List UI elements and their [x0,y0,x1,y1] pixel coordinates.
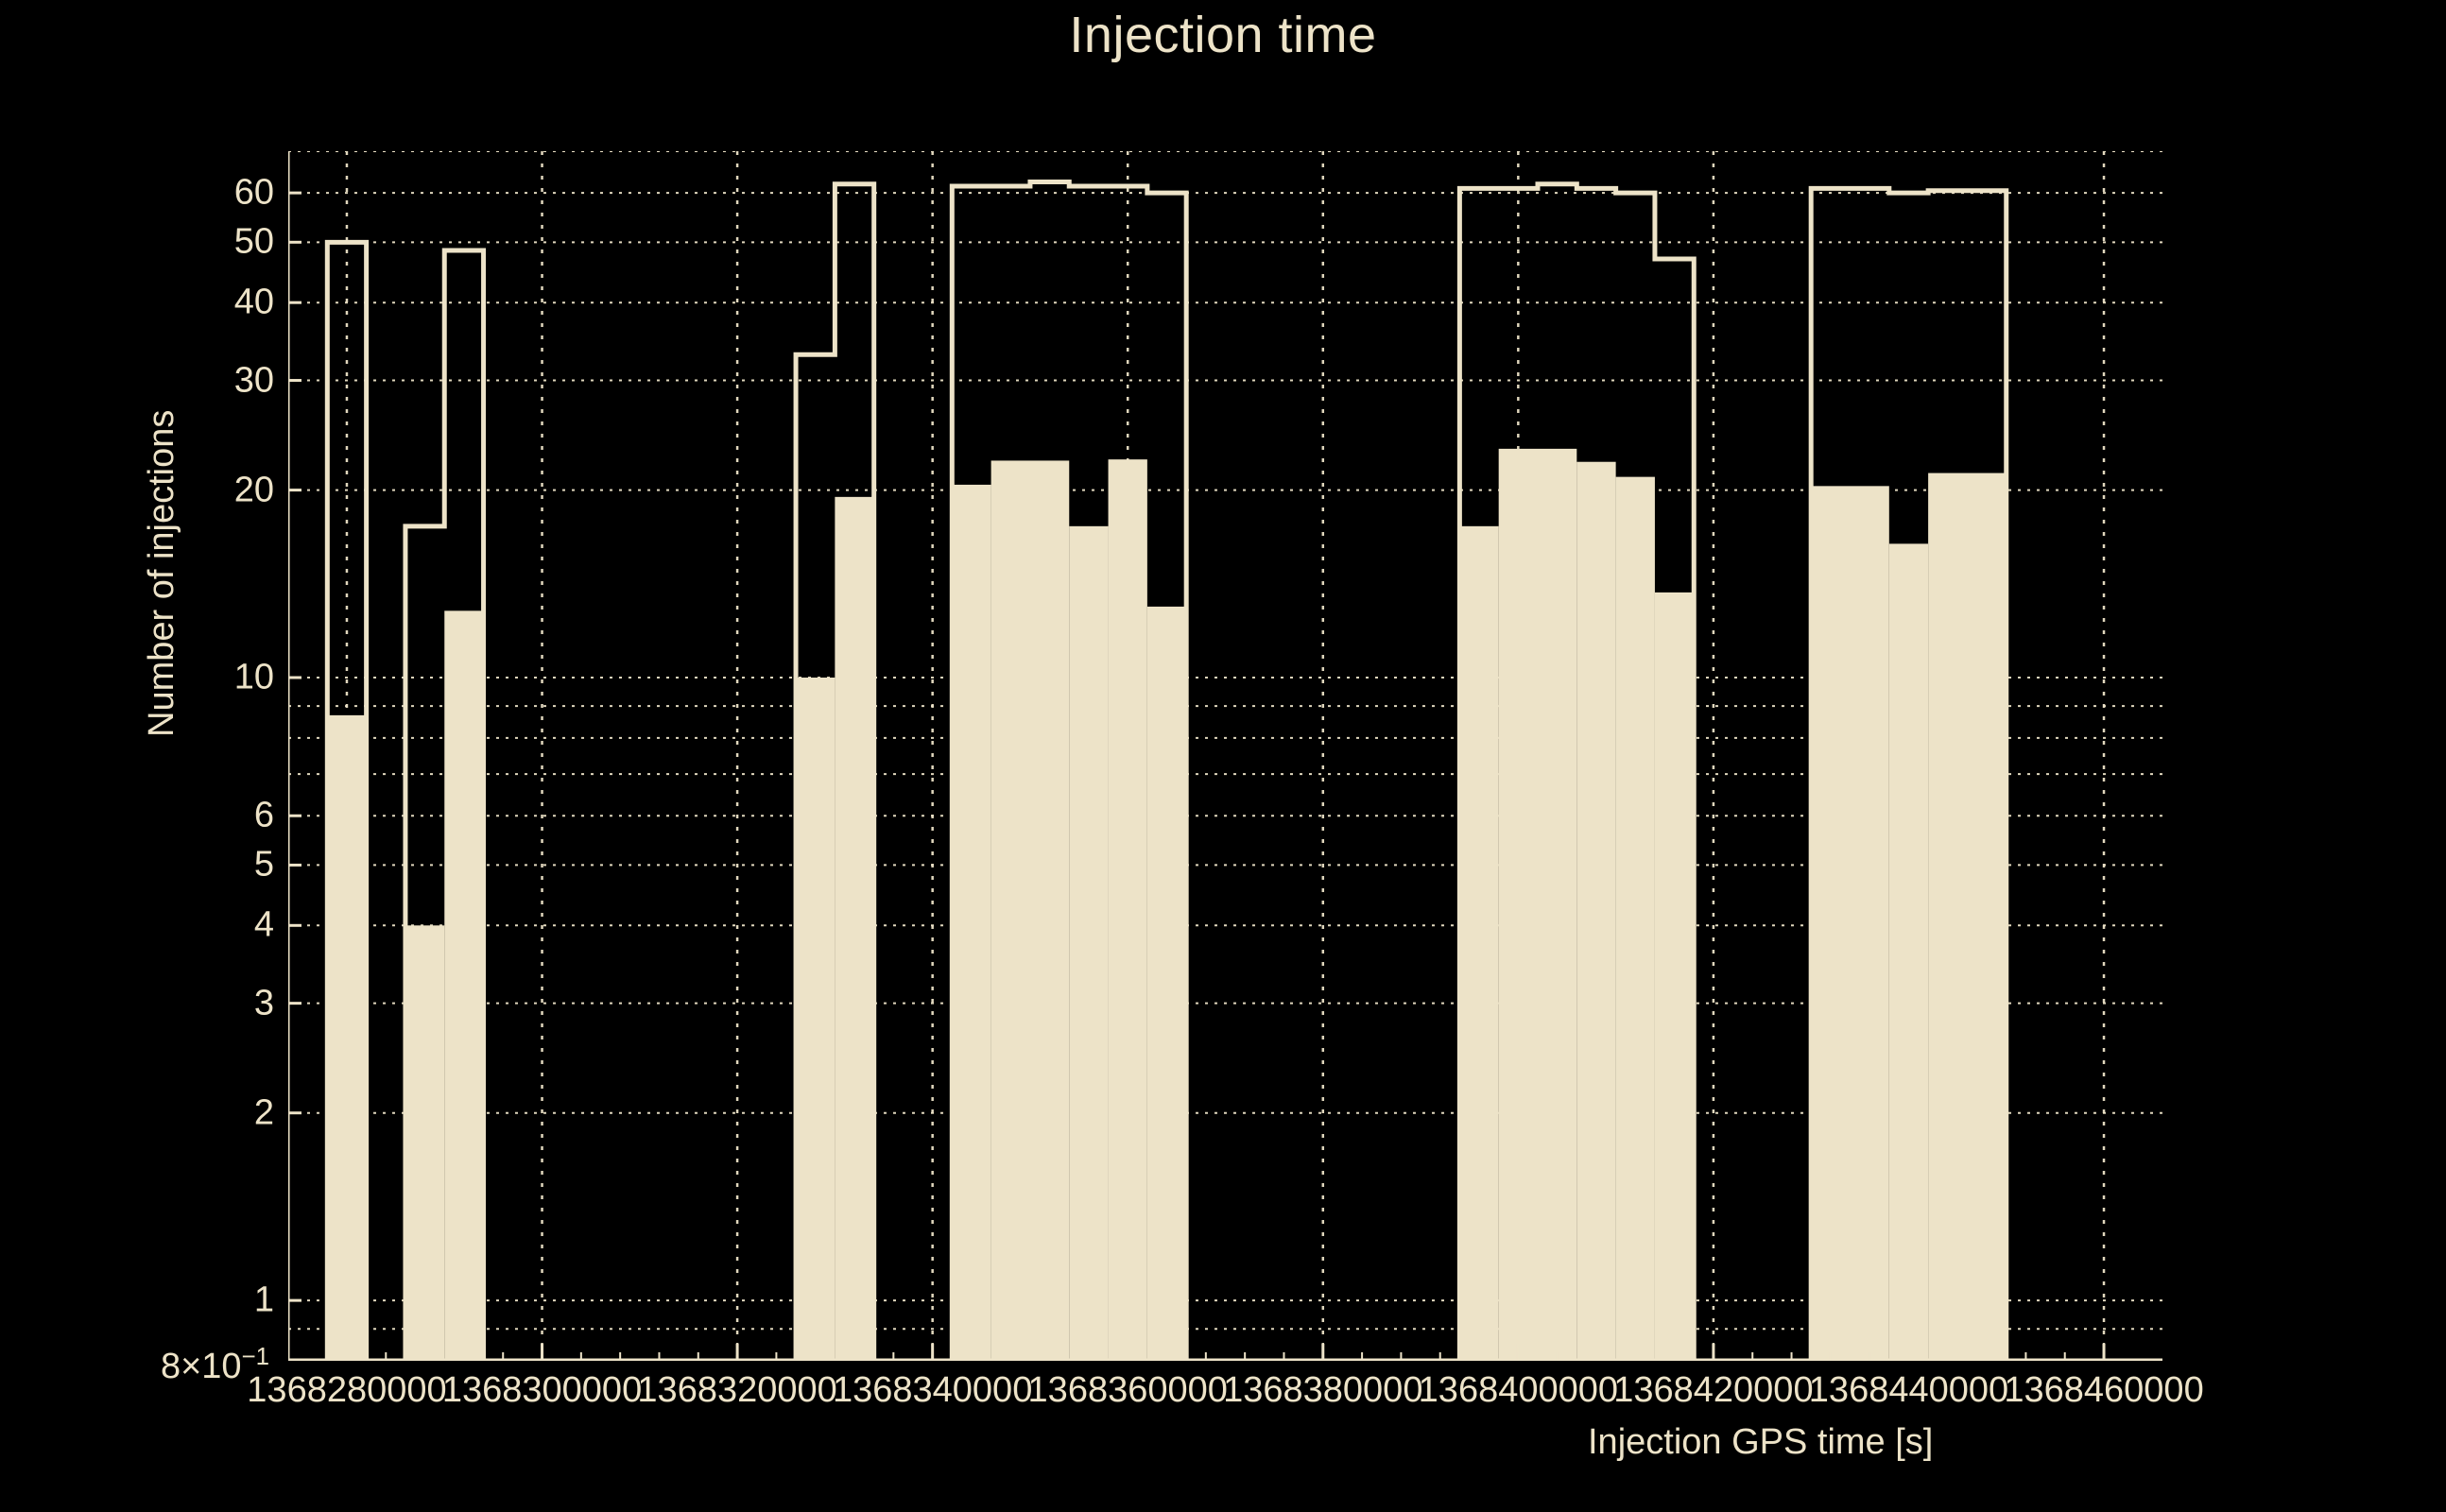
y-tick-label: 20 [233,470,274,510]
y-tick-label: 60 [233,172,274,213]
y-tick-label: 2 [253,1092,274,1133]
x-tick-label: 1368300000 [441,1370,643,1410]
x-tick-label: 1368400000 [1418,1370,1619,1410]
histogram-svg [286,150,2162,1364]
x-tick-label: 1368380000 [1223,1370,1423,1410]
y-axis-bottom-label: 8×10−1 [160,1344,269,1386]
y-tick-label: 40 [233,282,274,322]
page-title: Injection time [1069,7,1377,63]
y-tick-label: 4 [253,904,274,945]
y-tick-label: 30 [233,360,274,401]
y-tick-label: 10 [233,657,274,697]
y-tick-label: 6 [253,795,274,835]
y-tick-label: 1 [253,1280,274,1320]
plot-area [286,150,2162,1364]
x-tick-label: 1368460000 [2004,1370,2204,1410]
x-tick-label: 1368420000 [1613,1370,1814,1410]
x-tick-label: 1368280000 [247,1370,447,1410]
y-tick-label: 5 [253,844,274,885]
x-tick-label: 1368340000 [832,1370,1033,1410]
x-tick-label: 1368440000 [1808,1370,2009,1410]
x-tick-label: 1368320000 [637,1370,837,1410]
x-tick-label: 1368360000 [1027,1370,1228,1410]
y-tick-label: 50 [233,221,274,262]
x-axis-title: Injection GPS time [s] [1588,1422,1934,1462]
y-tick-label: 3 [253,983,274,1023]
